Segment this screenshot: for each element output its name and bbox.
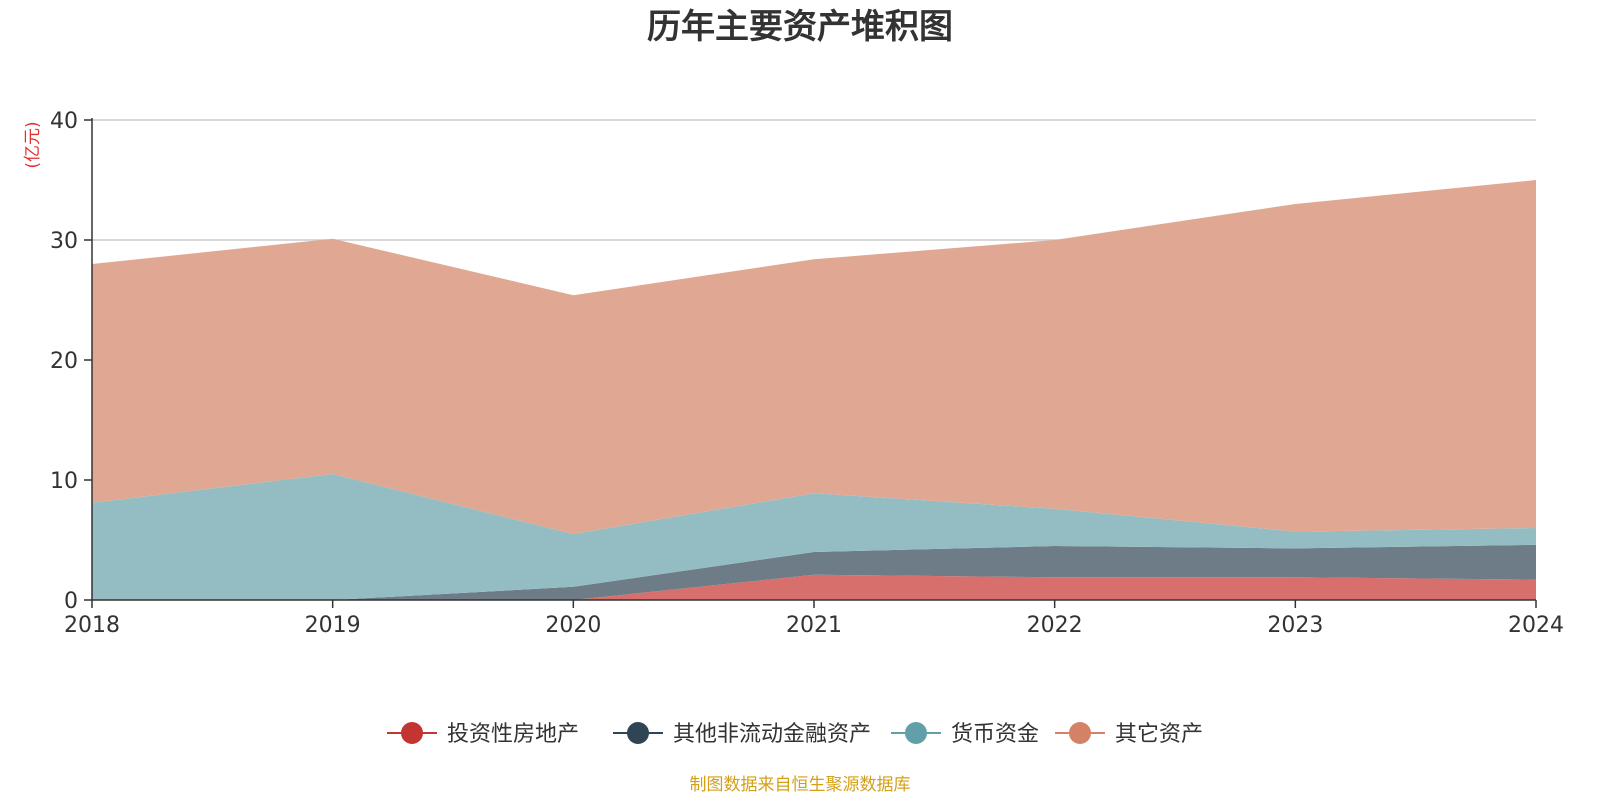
legend-label-3: 其它资产 xyxy=(1115,722,1203,747)
y-tick-label-40: 40 xyxy=(50,109,78,134)
x-tick-label-2018: 2018 xyxy=(64,613,120,638)
x-tick-label-2020: 2020 xyxy=(545,613,601,638)
legend-marker-3 xyxy=(1069,722,1091,744)
y-axis-unit-label: (亿元) xyxy=(23,121,43,168)
legend-item-2[interactable]: 货币资金 xyxy=(891,722,1039,747)
y-tick-label-10: 10 xyxy=(50,469,78,494)
legend-label-1: 其他非流动金融资产 xyxy=(673,722,871,747)
x-tick-label-2024: 2024 xyxy=(1508,613,1564,638)
legend-marker-0 xyxy=(401,722,423,744)
legend-item-1[interactable]: 其他非流动金融资产 xyxy=(613,722,871,747)
chart-title: 历年主要资产堆积图 xyxy=(647,7,953,47)
y-tick-label-0: 0 xyxy=(64,589,78,614)
area-series-0 xyxy=(92,574,1536,600)
legend-item-3[interactable]: 其它资产 xyxy=(1055,722,1203,747)
axes: 0 10 20 30 40 2018 2019 2020 2021 2022 2023 2024 xyxy=(50,109,1564,638)
area-series-3 xyxy=(92,180,1536,534)
area-series-2 xyxy=(92,474,1536,600)
legend-item-0[interactable]: 投资性房地产 xyxy=(387,722,579,747)
area-series xyxy=(92,180,1536,600)
y-tick-label-20: 20 xyxy=(50,349,78,374)
x-tick-label-2022: 2022 xyxy=(1027,613,1083,638)
x-tick-label-2021: 2021 xyxy=(786,613,842,638)
legend-label-2: 货币资金 xyxy=(951,722,1039,747)
y-tick-label-30: 30 xyxy=(50,229,78,254)
legend-marker-2 xyxy=(905,722,927,744)
x-tick-label-2023: 2023 xyxy=(1267,613,1323,638)
legend[interactable]: 投资性房地产 其他非流动金融资产 货币资金 其它资产 xyxy=(387,722,1203,747)
x-tick-label-2019: 2019 xyxy=(305,613,361,638)
area-series-1 xyxy=(92,544,1536,600)
legend-marker-1 xyxy=(627,722,649,744)
data-source-note: 制图数据来自恒生聚源数据库 xyxy=(690,775,911,795)
legend-label-0: 投资性房地产 xyxy=(447,722,579,747)
